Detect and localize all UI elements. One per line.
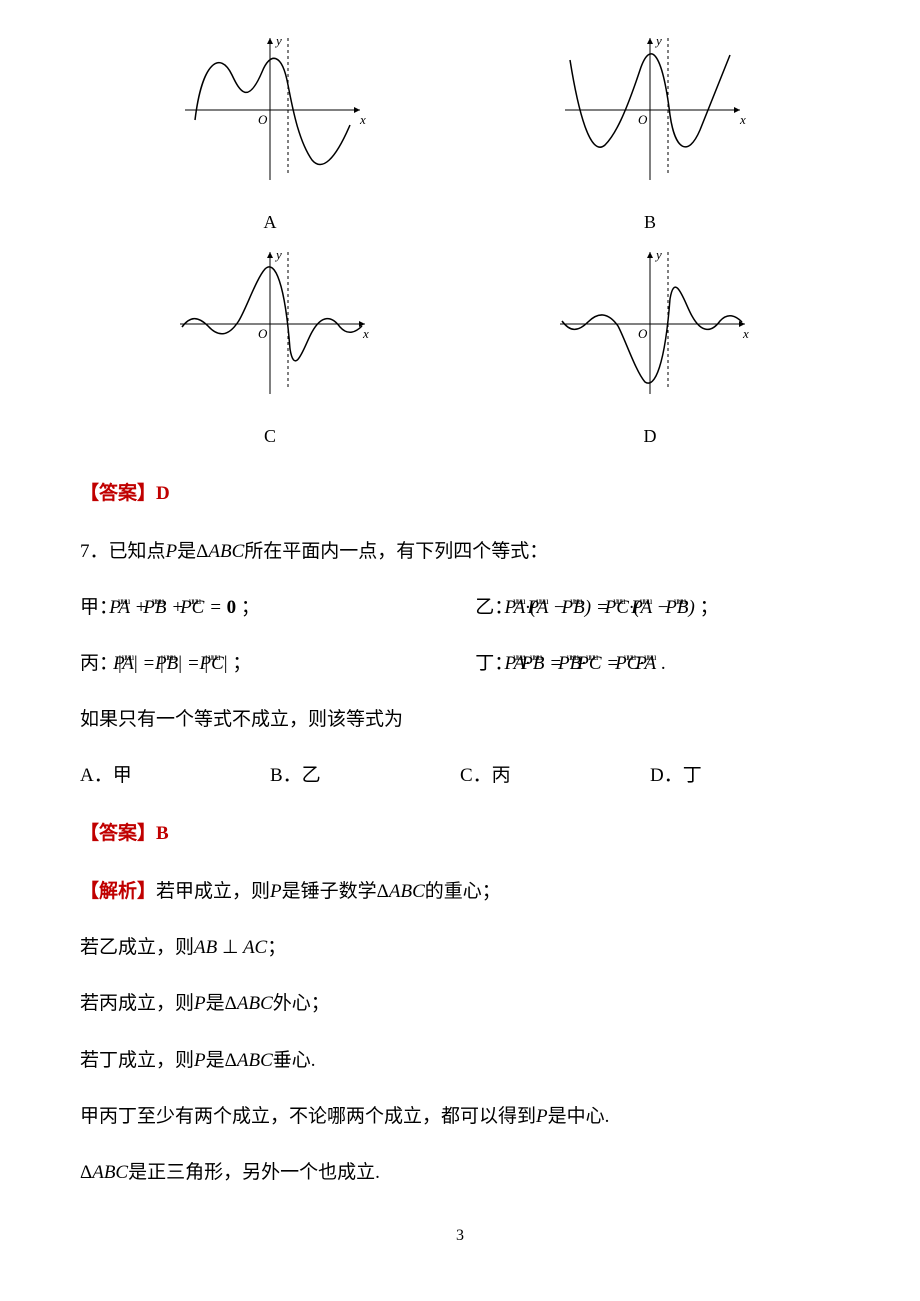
analysis-2: 若乙成立，则AB ⊥ AC； — [80, 930, 840, 966]
a1b: 是锤子数学 — [282, 881, 377, 902]
svg-text:y: y — [654, 247, 662, 262]
eq-row-1: 甲：uuuPA + uuuPB + uuuPC = 0 ； 乙：uuuPA·(u… — [80, 590, 840, 626]
graph-A-svg: x y O — [170, 30, 370, 190]
eq-bing: 丙：|uuuPA| = |uuuPB| = |uuuPC| ； — [80, 646, 475, 682]
a5P: P — [536, 1106, 548, 1127]
eq-yi: 乙：uuuPA·(uuuPA − uuuPB) = uuuPC·(uuuPA −… — [475, 590, 840, 626]
q7-t1: 已知点 — [109, 541, 166, 562]
svg-text:x: x — [359, 112, 366, 127]
svg-text:O: O — [258, 326, 268, 341]
a4c: 垂心. — [273, 1050, 316, 1071]
svg-text:O: O — [638, 112, 648, 127]
answer-7-prefix: 【答案】 — [80, 823, 156, 844]
graph-C-svg: x y O — [170, 244, 370, 404]
svg-text:y: y — [274, 247, 282, 262]
answer-7: 【答案】B — [80, 816, 840, 852]
opt-B: B．乙 — [270, 758, 460, 794]
svg-text:x: x — [362, 326, 369, 341]
q7-stem: 7．已知点P是ΔABC所在平面内一点，有下列四个等式： — [80, 534, 840, 570]
a6: 是正三角形，另外一个也成立. — [128, 1162, 380, 1183]
analysis-1: 【解析】若甲成立，则P是锤子数学ΔABC的重心； — [80, 874, 840, 910]
graph-B-svg: x y O — [550, 30, 750, 190]
q7-options: A．甲 B．乙 C．丙 D．丁 — [80, 758, 840, 794]
graph-D-label: D — [550, 419, 750, 453]
eq-row-2: 丙：|uuuPA| = |uuuPB| = |uuuPC| ； 丁：uuuPA·… — [80, 646, 840, 682]
q7-cond: 如果只有一个等式不成立，则该等式为 — [80, 702, 840, 738]
a1a: 若甲成立，则 — [156, 881, 270, 902]
opt-D: D．丁 — [650, 758, 840, 794]
q7-t2: 是 — [177, 541, 196, 562]
a3b: 是 — [206, 993, 225, 1014]
graph-row-2: x y O C x y O D — [80, 244, 840, 453]
eq-jia: 甲：uuuPA + uuuPB + uuuPC = 0 ； — [80, 590, 475, 626]
a1c: 的重心； — [425, 881, 501, 902]
graph-A-label: A — [170, 205, 370, 239]
opt-C: C．丙 — [460, 758, 650, 794]
a4a: 若丁成立，则 — [80, 1050, 194, 1071]
svg-text:y: y — [654, 33, 662, 48]
graph-A: x y O A — [170, 30, 370, 239]
opt-A: A．甲 — [80, 758, 270, 794]
svg-text:y: y — [274, 33, 282, 48]
page-number: 3 — [80, 1221, 840, 1251]
a4b: 是 — [206, 1050, 225, 1071]
svg-text:O: O — [638, 326, 648, 341]
graph-row-1: x y O A x y O B — [80, 30, 840, 239]
a4P: P — [194, 1050, 206, 1071]
analysis-6: ΔABC是正三角形，另外一个也成立. — [80, 1155, 840, 1191]
graph-D-svg: x y O — [550, 244, 750, 404]
answer-6-letter: D — [156, 483, 170, 504]
graph-D: x y O D — [550, 244, 750, 453]
analysis-3: 若丙成立，则P是ΔABC外心； — [80, 986, 840, 1022]
a1P: P — [270, 881, 282, 902]
q7-P: P — [166, 541, 178, 562]
a5b: 是中心. — [548, 1106, 610, 1127]
analysis-5: 甲丙丁至少有两个成立，不论哪两个成立，都可以得到P是中心. — [80, 1099, 840, 1135]
q7-t3: 所在平面内一点，有下列四个等式： — [244, 541, 548, 562]
graph-C: x y O C — [170, 244, 370, 453]
a3a: 若丙成立，则 — [80, 993, 194, 1014]
a2a: 若乙成立，则 — [80, 937, 194, 958]
eq-ding: 丁：uuuPA·uuuPB = uuuPB·uuuPC = uuuPC·uuuP… — [475, 646, 840, 682]
svg-text:O: O — [258, 112, 268, 127]
analysis-4: 若丁成立，则P是ΔABC垂心. — [80, 1043, 840, 1079]
q7-tri: ABC — [208, 541, 244, 562]
answer-7-letter: B — [156, 823, 169, 844]
a3P: P — [194, 993, 206, 1014]
a3c: 外心； — [273, 993, 330, 1014]
graph-B: x y O B — [550, 30, 750, 239]
svg-text:x: x — [739, 112, 746, 127]
graph-C-label: C — [170, 419, 370, 453]
graph-B-label: B — [550, 205, 750, 239]
svg-text:x: x — [742, 326, 749, 341]
answer-6: 【答案】D — [80, 476, 840, 512]
q7-num: 7． — [80, 541, 109, 562]
a5a: 甲丙丁至少有两个成立，不论哪两个成立，都可以得到 — [80, 1106, 536, 1127]
a2b: ； — [267, 937, 286, 958]
answer-6-prefix: 【答案】 — [80, 483, 156, 504]
analysis-tag: 【解析】 — [80, 881, 156, 902]
